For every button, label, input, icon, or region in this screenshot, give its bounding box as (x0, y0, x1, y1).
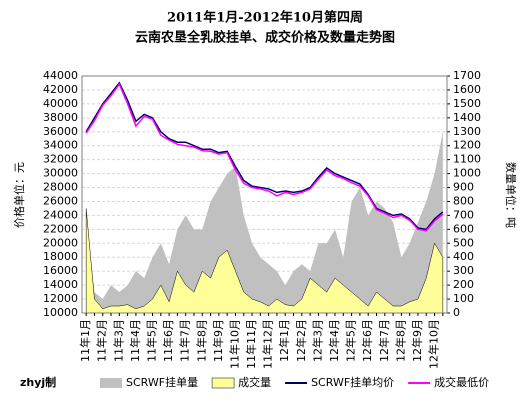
legend-label: 成交量 (238, 375, 271, 389)
y2-tick-label: 200 (453, 278, 474, 291)
x-tick-label: 12年7月 (377, 319, 391, 362)
y2-tick-label: 0 (453, 306, 460, 319)
x-tick-label: 11年7月 (178, 319, 192, 362)
y-tick-label: 34000 (43, 139, 78, 152)
x-tick-label: 11年5月 (145, 319, 159, 362)
x-tick-label: 11年3月 (111, 319, 125, 362)
y2-tick-label: 400 (453, 250, 474, 263)
x-tick-label: 12年1月 (277, 319, 291, 362)
x-tick-label: 11年6月 (161, 319, 175, 362)
y2-tick-label: 600 (453, 222, 474, 235)
y2-tick-label: 700 (453, 208, 474, 221)
y-tick-label: 12000 (43, 292, 78, 305)
y-tick-label: 44000 (43, 69, 78, 82)
chart-title: 2011年1月-2012年10月第四周 (167, 10, 363, 26)
y2-tick-label: 1100 (453, 153, 481, 166)
x-tick-label: 12年6月 (360, 319, 374, 362)
y-tick-label: 26000 (43, 194, 78, 207)
y-tick-label: 28000 (43, 181, 78, 194)
x-tick-label: 12年8月 (393, 319, 407, 362)
x-tick-label: 12年10月 (427, 319, 441, 369)
x-tick-label: 11年4月 (128, 319, 142, 362)
y2-tick-label: 1700 (453, 69, 481, 82)
legend-label: SCRWF挂单均价 (311, 375, 394, 389)
chart-subtitle: 云南农垦全乳胶挂单、成交价格及数量走势图 (135, 30, 395, 46)
legend-label: 成交最低价 (434, 375, 489, 389)
y-tick-label: 16000 (43, 264, 78, 277)
line (85, 82, 444, 232)
y2-tick-label: 800 (453, 194, 474, 207)
x-tick-label: 11年8月 (194, 319, 208, 362)
y-tick-label: 20000 (43, 236, 78, 249)
x-tick-label: 11年10月 (227, 319, 241, 369)
y2-tick-label: 1500 (453, 97, 481, 110)
y2-tick-label: 300 (453, 264, 474, 277)
legend-swatch (100, 378, 122, 388)
x-tick-label: 12年3月 (310, 319, 324, 362)
y2-tick-label: 900 (453, 181, 474, 194)
y2-tick-label: 500 (453, 236, 474, 249)
line (85, 81, 444, 231)
x-tick-label: 11年11月 (244, 319, 258, 369)
y-tick-label: 38000 (43, 111, 78, 124)
y2-tick-label: 1300 (453, 125, 481, 138)
x-tick-label: 11年12月 (261, 319, 275, 369)
y-tick-label: 14000 (43, 278, 78, 291)
x-tick-label: 12年5月 (344, 319, 358, 362)
y-axis-label: 价格单位：元 (12, 162, 26, 228)
legend-swatch (211, 377, 235, 389)
area (86, 131, 443, 313)
y2-tick-label: 100 (453, 292, 474, 305)
y-tick-label: 24000 (43, 208, 78, 221)
y-tick-label: 32000 (43, 153, 78, 166)
y2-tick-label: 1000 (453, 167, 481, 180)
y2-axis-label: 数量单位：吨 (504, 162, 518, 228)
y-tick-label: 10000 (43, 306, 78, 319)
credit: zhyj制 (20, 375, 56, 389)
x-tick-label: 11年1月 (78, 319, 92, 362)
y2-tick-label: 1400 (453, 111, 481, 124)
x-tick-label: 12年2月 (294, 319, 308, 362)
x-tick-label: 11年2月 (95, 319, 109, 362)
y2-tick-label: 1200 (453, 139, 481, 152)
area (85, 208, 444, 314)
x-tick-label: 11年9月 (211, 319, 225, 362)
y-tick-label: 40000 (43, 97, 78, 110)
y-tick-label: 42000 (43, 83, 78, 96)
x-tick-label: 12年9月 (410, 319, 424, 362)
y2-tick-label: 1600 (453, 83, 481, 96)
x-tick-label: 12年4月 (327, 319, 341, 362)
y-tick-label: 36000 (43, 125, 78, 138)
y-tick-label: 18000 (43, 250, 78, 263)
plot-frame (81, 75, 448, 314)
legend-label: SCRWF挂单量 (126, 375, 198, 389)
y-tick-label: 30000 (43, 167, 78, 180)
y-tick-label: 22000 (43, 222, 78, 235)
